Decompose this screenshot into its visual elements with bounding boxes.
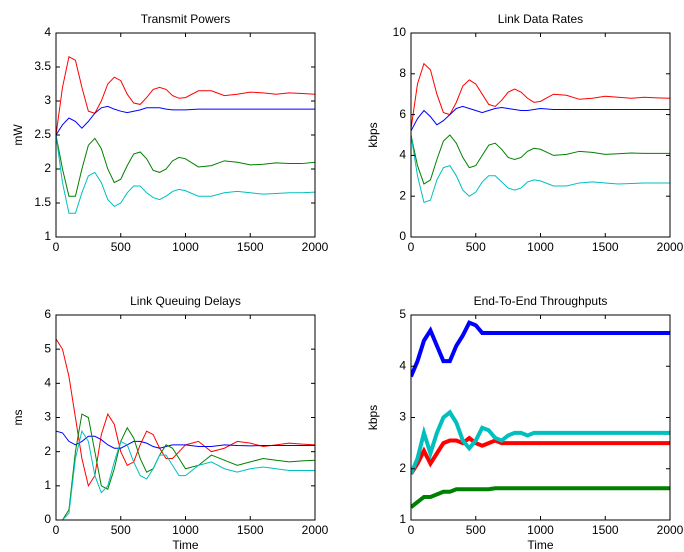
x-tick-label: 1000 bbox=[172, 523, 199, 537]
y-tick-label: 0 bbox=[399, 229, 406, 243]
x-tick-label: 2000 bbox=[657, 523, 684, 537]
x-tick-label: 1000 bbox=[527, 240, 554, 254]
series-line bbox=[56, 56, 315, 136]
x-tick-label: 1500 bbox=[592, 523, 619, 537]
y-axis-label: ms bbox=[11, 410, 25, 426]
y-axis-label: kbps bbox=[366, 122, 380, 147]
y-tick-label: 3 bbox=[44, 93, 51, 107]
y-tick-label: 5 bbox=[44, 341, 51, 355]
y-tick-label: 3 bbox=[44, 410, 51, 424]
y-tick-label: 4 bbox=[44, 376, 51, 390]
y-tick-label: 2 bbox=[44, 444, 51, 458]
subplot: Transmit Powers mW 0 500 1000 1500 2000 1 1.5 2 2.… bbox=[11, 12, 328, 254]
series-line bbox=[411, 409, 670, 475]
y-tick-label: 2.5 bbox=[34, 127, 51, 141]
series-line bbox=[411, 62, 670, 129]
x-axis-label: Time bbox=[172, 538, 199, 552]
x-tick-label: 2000 bbox=[657, 240, 684, 254]
subplot-title: Link Queuing Delays bbox=[130, 294, 241, 308]
y-tick-label: 2 bbox=[44, 161, 51, 175]
series-line bbox=[411, 105, 670, 132]
x-axis-label: Time bbox=[527, 538, 554, 552]
subplot-title: Transmit Powers bbox=[141, 12, 231, 26]
series-line bbox=[56, 134, 315, 214]
plot-area bbox=[411, 320, 670, 509]
plot-area bbox=[411, 62, 670, 203]
x-tick-label: 0 bbox=[408, 523, 415, 537]
series-line bbox=[56, 413, 315, 520]
y-tick-label: 8 bbox=[399, 66, 406, 80]
y-tick-label: 1 bbox=[399, 512, 406, 526]
subplot: Link Queuing Delays ms Time 0 500 1000 1500 200… bbox=[11, 294, 328, 552]
y-tick-label: 10 bbox=[393, 25, 407, 39]
series-line bbox=[56, 105, 315, 136]
subplot-title: Link Data Rates bbox=[498, 12, 583, 26]
plot-area bbox=[56, 338, 315, 520]
x-tick-label: 0 bbox=[53, 240, 60, 254]
y-tick-label: 5 bbox=[399, 307, 406, 321]
x-tick-label: 1000 bbox=[527, 523, 554, 537]
y-axis-label: kbps bbox=[366, 405, 380, 430]
y-tick-label: 6 bbox=[44, 307, 51, 321]
series-line bbox=[411, 486, 670, 509]
x-tick-label: 500 bbox=[111, 523, 131, 537]
y-tick-label: 4 bbox=[44, 25, 51, 39]
y-tick-label: 2 bbox=[399, 461, 406, 475]
series-line bbox=[56, 338, 315, 488]
x-tick-label: 2000 bbox=[302, 240, 329, 254]
plot-area bbox=[56, 56, 315, 214]
x-tick-label: 500 bbox=[466, 523, 486, 537]
y-tick-label: 2 bbox=[399, 188, 406, 202]
x-tick-label: 0 bbox=[408, 240, 415, 254]
y-tick-label: 3 bbox=[399, 410, 406, 424]
y-tick-label: 1 bbox=[44, 478, 51, 492]
subplot: Link Data Rates kbps 0 500 1000 1500 2000 0 2 4 6 8… bbox=[366, 12, 683, 254]
series-line bbox=[56, 429, 315, 520]
y-tick-label: 4 bbox=[399, 358, 406, 372]
x-tick-label: 500 bbox=[466, 240, 486, 254]
x-tick-label: 500 bbox=[111, 240, 131, 254]
x-tick-label: 1500 bbox=[237, 240, 264, 254]
subplot-title: End-To-End Throughputs bbox=[474, 294, 608, 308]
y-tick-label: 1 bbox=[44, 229, 51, 243]
x-tick-label: 2000 bbox=[302, 523, 329, 537]
series-line bbox=[56, 430, 315, 449]
series-line bbox=[411, 134, 670, 203]
axes-frame bbox=[55, 32, 316, 238]
y-axis-label: mW bbox=[11, 124, 25, 146]
series-line bbox=[411, 134, 670, 185]
y-tick-label: 1.5 bbox=[34, 195, 51, 209]
series-line bbox=[411, 320, 670, 378]
x-tick-label: 1500 bbox=[237, 523, 264, 537]
axes-frame bbox=[55, 314, 316, 521]
x-tick-label: 0 bbox=[53, 523, 60, 537]
series-line bbox=[56, 134, 315, 197]
y-tick-label: 6 bbox=[399, 107, 406, 121]
y-tick-label: 0 bbox=[44, 512, 51, 526]
x-tick-label: 1000 bbox=[172, 240, 199, 254]
y-tick-label: 4 bbox=[399, 148, 406, 162]
x-tick-label: 1500 bbox=[592, 240, 619, 254]
series-line bbox=[411, 435, 670, 475]
y-tick-label: 3.5 bbox=[34, 59, 51, 73]
